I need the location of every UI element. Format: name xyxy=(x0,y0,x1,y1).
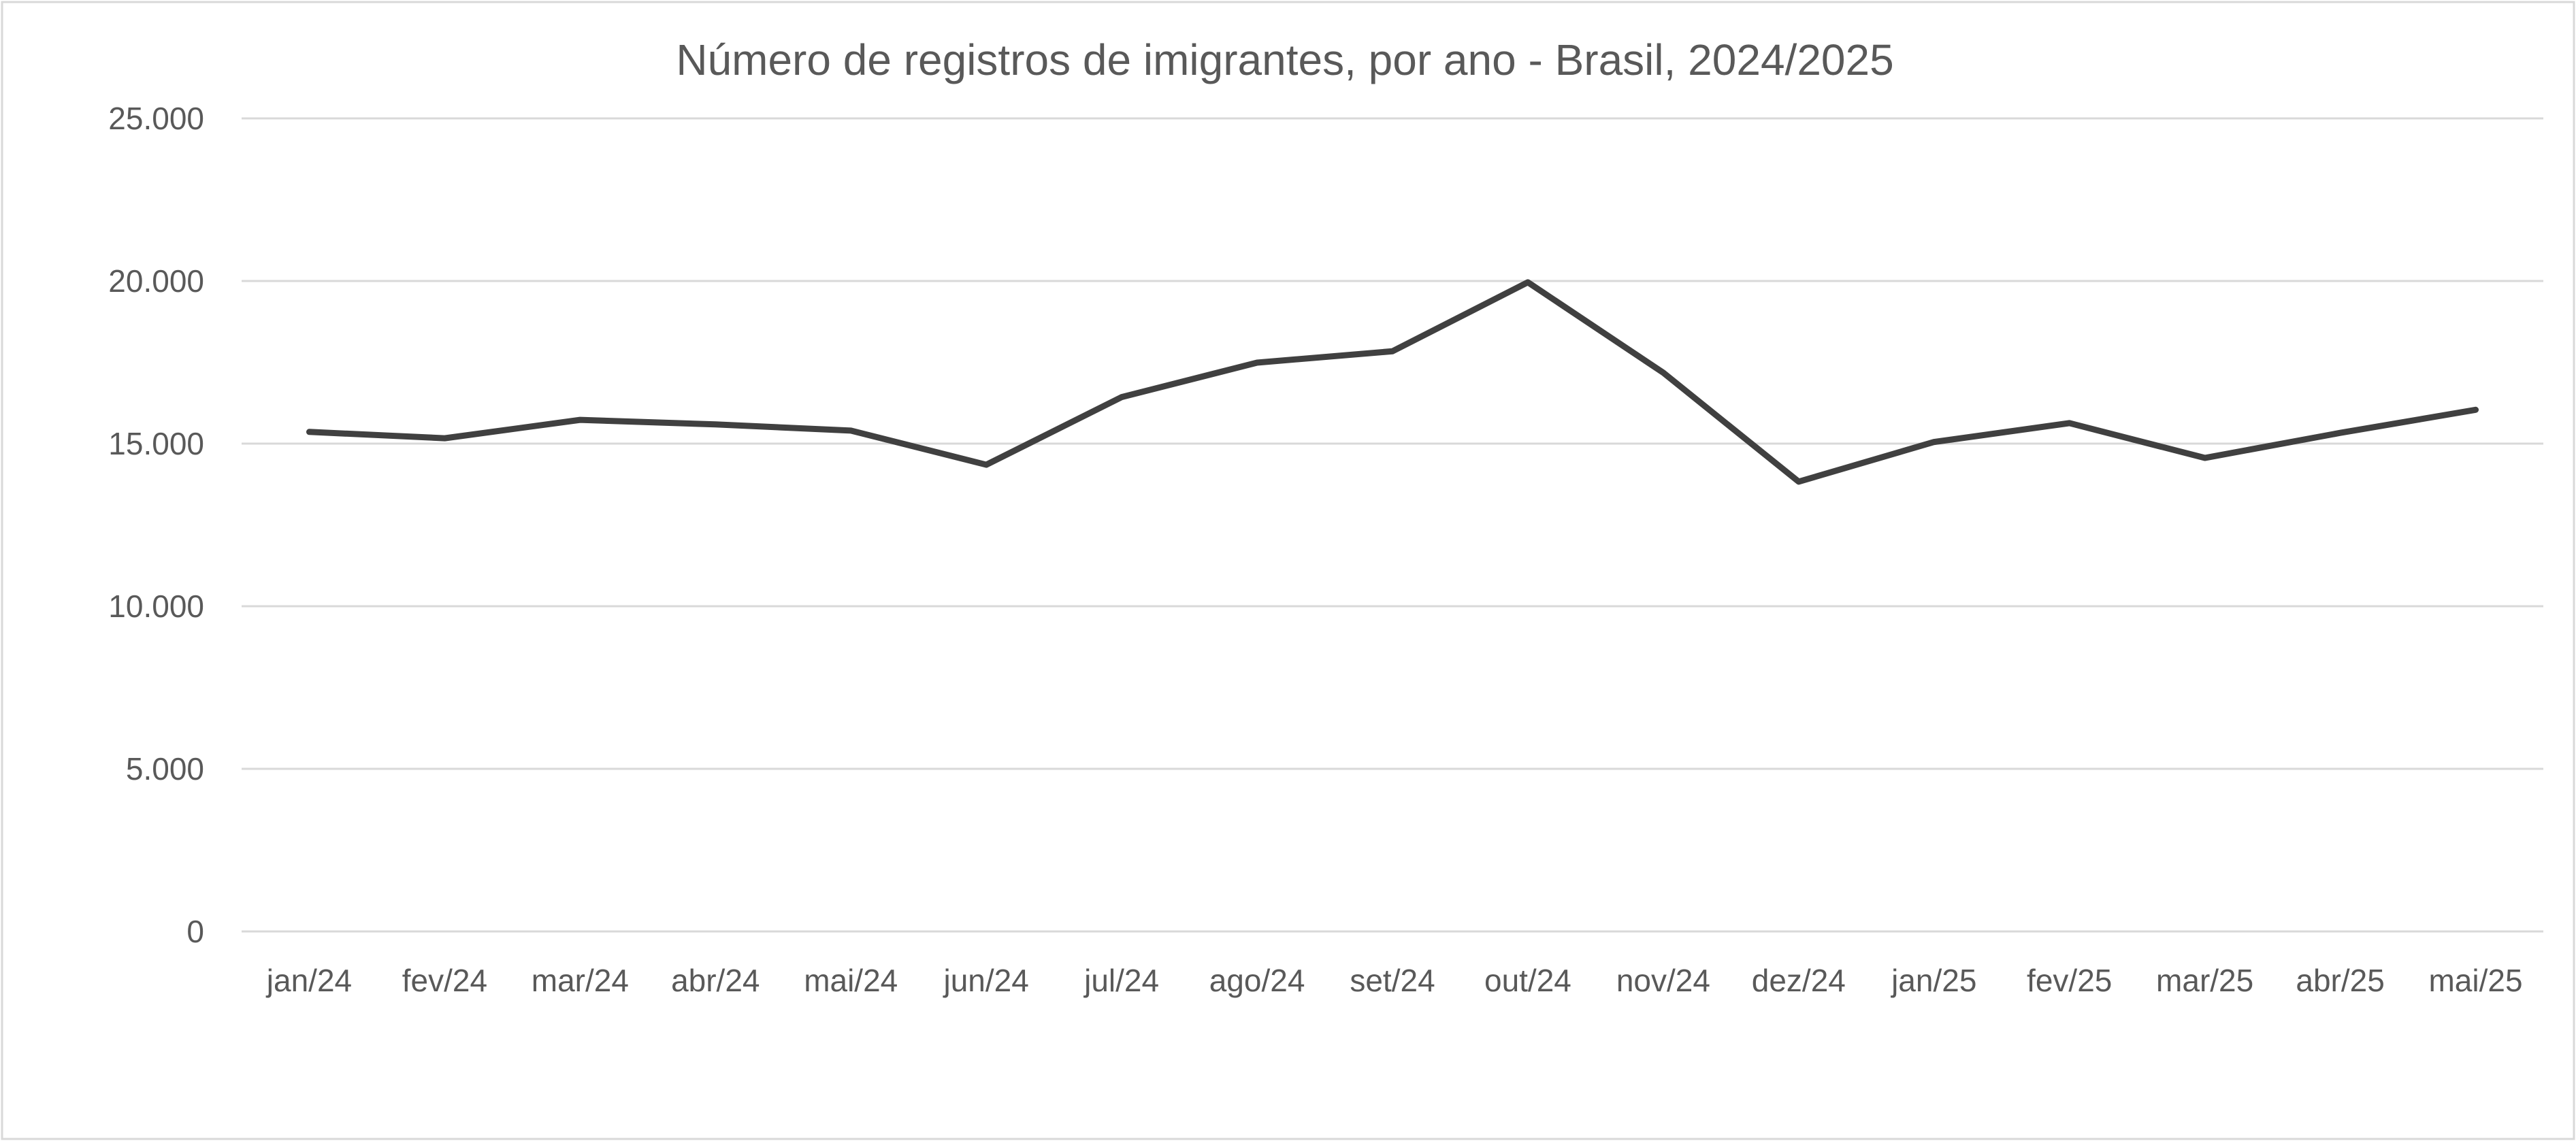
x-tick-label: abr/24 xyxy=(671,963,760,998)
x-tick-label: out/24 xyxy=(1484,963,1571,998)
x-tick-label: abr/25 xyxy=(2296,963,2384,998)
y-tick-label: 0 xyxy=(186,914,204,949)
x-tick-label: mar/24 xyxy=(532,963,629,998)
x-tick-label: nov/24 xyxy=(1616,963,1710,998)
y-tick-label: 20.000 xyxy=(108,263,204,299)
x-tick-label: jun/24 xyxy=(943,963,1029,998)
x-tick-label: jan/25 xyxy=(1890,963,1976,998)
x-tick-label: jan/24 xyxy=(265,963,352,998)
x-tick-label: mai/25 xyxy=(2428,963,2522,998)
x-tick-label: jul/24 xyxy=(1083,963,1159,998)
x-tick-label: mar/25 xyxy=(2156,963,2253,998)
x-tick-label: dez/24 xyxy=(1752,963,1846,998)
y-tick-label: 10.000 xyxy=(108,589,204,624)
x-tick-label: ago/24 xyxy=(1209,963,1305,998)
y-tick-label: 25.000 xyxy=(108,101,204,136)
x-tick-label: fev/24 xyxy=(402,963,487,998)
chart-title: Número de registros de imigrantes, por a… xyxy=(676,35,1893,84)
y-tick-label: 5.000 xyxy=(126,751,204,787)
x-tick-label: fev/25 xyxy=(2027,963,2112,998)
x-tick-label: mai/24 xyxy=(804,963,898,998)
y-tick-label: 15.000 xyxy=(108,426,204,461)
x-tick-label: set/24 xyxy=(1350,963,1435,998)
